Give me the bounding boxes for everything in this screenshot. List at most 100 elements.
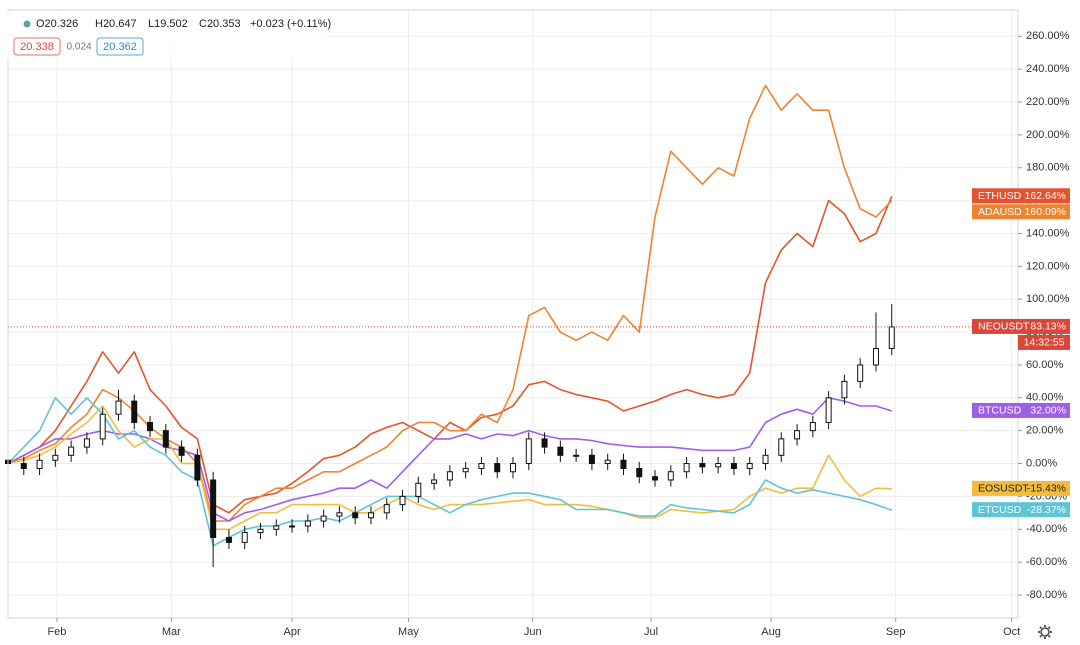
y-tick-label: 240.00% — [1026, 63, 1070, 75]
candle-body — [857, 364, 864, 382]
y-tick-label: -40.00% — [1026, 523, 1067, 535]
candle-body — [178, 446, 185, 456]
price-label-box — [972, 480, 1070, 496]
candle-body — [336, 512, 343, 517]
candle-body — [494, 463, 501, 473]
series-line — [7, 84, 893, 522]
candle-body — [446, 471, 453, 481]
candle-body — [273, 525, 280, 530]
candle-body — [872, 348, 879, 366]
candle-body — [730, 463, 737, 469]
y-tick-label: 120.00% — [1026, 260, 1070, 272]
candle-body — [352, 512, 359, 519]
bid-value: 20.338 — [20, 41, 54, 53]
price-label-name: NEOUSDT — [978, 321, 1030, 333]
price-label-value: 160.09% — [1025, 206, 1066, 218]
plot-frame — [7, 9, 1019, 619]
price-label-name: EOSUSDT — [978, 483, 1029, 495]
candle-body — [620, 459, 627, 469]
series-line — [7, 405, 892, 531]
y-tick-label: 200.00% — [1026, 129, 1070, 141]
price-label-box — [972, 188, 1070, 204]
candle-body — [241, 532, 248, 543]
symbol-dot[interactable] — [23, 20, 31, 28]
candle-body — [825, 397, 832, 423]
candle-body — [320, 515, 327, 522]
price-label-value: 32.00% — [1030, 405, 1066, 417]
candle-body — [778, 438, 785, 456]
price-label-name: ADAUSD — [978, 206, 1022, 218]
candle-body — [588, 454, 595, 465]
y-tick-label: 40.00% — [1026, 392, 1064, 404]
candle-body — [510, 463, 516, 473]
candle-body — [794, 430, 801, 440]
bid-badge[interactable] — [13, 37, 61, 56]
plot — [5, 84, 1018, 568]
candle-body — [194, 454, 201, 481]
candle-body — [604, 459, 611, 465]
ohlc-open: O20.326 — [36, 18, 78, 30]
candle-body — [525, 438, 532, 465]
candle-body — [683, 463, 690, 473]
y-tick-label: 180.00% — [1026, 162, 1070, 174]
price-labels: ETHUSD 162.64%ADAUSD 160.09% BTCUSD 32.00% EO… — [972, 188, 1070, 518]
countdown-box — [1018, 334, 1070, 350]
candle-body — [715, 463, 722, 468]
ohlc-close: C20.353 — [199, 18, 241, 30]
y-tick-label: 20.00% — [1026, 425, 1064, 437]
candle-body — [841, 380, 848, 399]
candle-body — [36, 459, 43, 469]
ohlc-low: L19.502 — [148, 18, 188, 30]
x-tick-label: Sep — [886, 626, 906, 638]
candle-body — [115, 400, 122, 415]
y-tick-label: -80.00% — [1026, 589, 1067, 601]
candle-body — [809, 421, 816, 432]
x-tick-label: Oct — [1003, 626, 1020, 638]
candle-body — [699, 463, 706, 468]
candle-body — [399, 495, 406, 506]
price-label-box — [972, 402, 1070, 418]
price-label-box — [972, 318, 1070, 334]
candle-body — [667, 471, 674, 481]
series-line — [7, 195, 893, 514]
candle-body — [304, 520, 311, 527]
settings-icon[interactable] — [1038, 625, 1052, 639]
x-tick-label: Jul — [644, 626, 658, 638]
candle-body — [20, 463, 27, 469]
candle-body — [83, 438, 90, 448]
candle-body — [367, 512, 374, 519]
y-tick-label: 60.00% — [1026, 359, 1064, 371]
candle-body — [257, 528, 264, 534]
gear-teeth — [1038, 625, 1052, 639]
candle-body — [289, 525, 296, 528]
candle-body — [210, 479, 217, 538]
y-tick-label: -60.00% — [1026, 556, 1067, 568]
candle-body — [68, 446, 75, 456]
candle-body — [415, 482, 422, 497]
ask-value: 20.362 — [103, 41, 137, 53]
price-label-name: ETCUSD — [978, 504, 1022, 516]
candle-body — [652, 476, 659, 481]
series-line — [7, 397, 893, 522]
candle-body — [762, 454, 769, 465]
candle-body — [225, 536, 232, 543]
candle-body — [888, 326, 895, 350]
x-tick-label: Apr — [284, 626, 301, 638]
candle-body — [636, 467, 643, 478]
countdown: 14:32:55 — [1024, 337, 1065, 349]
y-tick-label: 140.00% — [1026, 227, 1070, 239]
price-label-name: BTCUSD — [978, 405, 1022, 417]
candle-body — [383, 504, 390, 514]
ask-badge[interactable] — [96, 37, 144, 56]
candle-body — [573, 454, 580, 457]
candle-body — [99, 413, 106, 440]
price-label-box — [972, 204, 1070, 220]
x-tick-label: May — [398, 626, 419, 638]
spread-value: 0.024 — [66, 42, 91, 53]
x-tick-label: Aug — [761, 626, 781, 638]
x-tick-label: Mar — [162, 626, 181, 638]
candle-body — [131, 400, 138, 423]
grid — [8, 10, 1018, 618]
